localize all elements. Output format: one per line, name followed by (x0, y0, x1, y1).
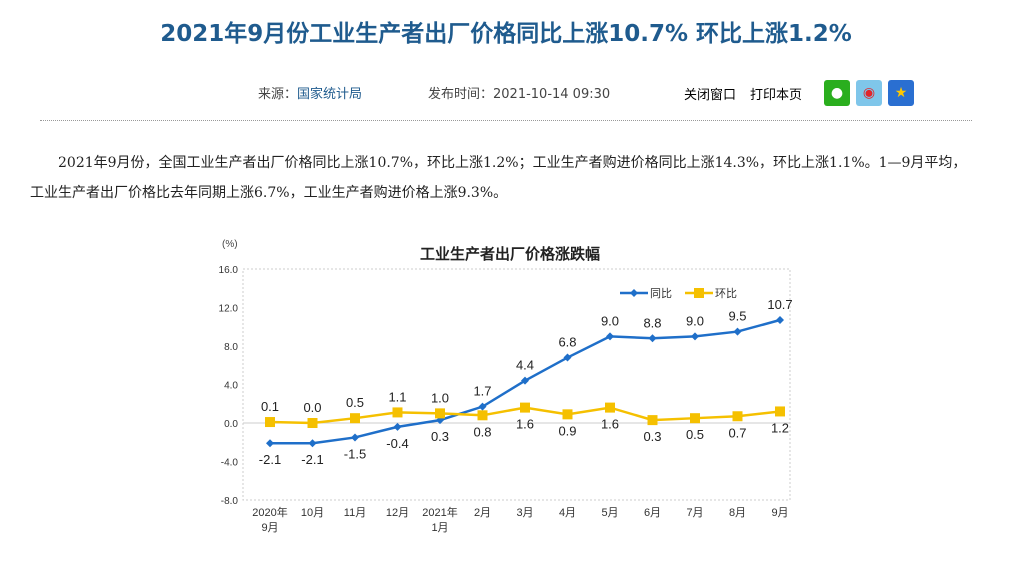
data-point (477, 410, 488, 421)
data-point (520, 402, 530, 413)
data-point (308, 439, 317, 448)
data-point (392, 407, 403, 418)
article-paragraph: 2021年9月份，全国工业生产者出厂价格同比上涨10.7%，环比上涨1.2%；工… (30, 155, 967, 201)
data-point (435, 408, 445, 419)
data-label: 1.0 (431, 390, 449, 405)
legend-marker (694, 288, 704, 298)
x-tick-label: 2020年 (252, 505, 287, 519)
data-label: 0.1 (261, 399, 279, 414)
data-point (563, 353, 572, 362)
data-label: 0.3 (643, 429, 661, 444)
data-point (393, 422, 402, 431)
data-point (776, 316, 784, 325)
data-point (350, 413, 360, 424)
page-title: 2021年9月份工业生产者出厂价格同比上涨10.7% 环比上涨1.2% (160, 21, 852, 47)
y-axis-label: (%) (222, 239, 238, 250)
legend-label: 同比 (650, 287, 672, 300)
legend-label: 环比 (715, 287, 737, 300)
wechat-icon[interactable]: ● (824, 80, 850, 106)
data-label: -1.5 (344, 446, 366, 461)
publish-time: 发布时间：2021-10-14 09:30 (428, 87, 611, 102)
data-label: 10.7 (767, 297, 792, 312)
data-label: 0.7 (728, 425, 746, 440)
data-label: -0.4 (386, 436, 408, 451)
x-tick-label: 3月 (516, 507, 533, 519)
x-tick-label: 2021年 (422, 505, 457, 519)
data-point (436, 416, 444, 425)
data-label: -2.1 (301, 452, 323, 467)
data-point (690, 413, 700, 424)
x-tick-label: 4月 (559, 507, 576, 519)
data-label: 8.8 (643, 315, 661, 330)
data-label: 1.6 (516, 417, 534, 432)
x-tick-label: 11月 (344, 507, 366, 519)
close-window-link[interactable]: 关闭窗口 (684, 88, 737, 103)
x-tick-label: 7月 (686, 507, 703, 519)
source-label: 来源： (258, 87, 298, 102)
y-tick-label: 12.0 (219, 304, 239, 315)
source-value: 国家统计局 (297, 87, 363, 102)
y-tick-label: 0.0 (224, 419, 238, 430)
data-point (647, 415, 658, 426)
data-label: 1.2 (771, 420, 789, 435)
data-point (605, 402, 615, 413)
divider (40, 120, 972, 121)
data-point (265, 417, 275, 428)
legend-marker (630, 289, 638, 297)
data-point (733, 327, 742, 336)
data-label: 6.8 (558, 335, 576, 350)
chart-title: 工业生产者出厂价格涨跌幅 (420, 245, 600, 263)
data-label: 0.9 (558, 423, 576, 438)
x-tick-label: 9月 (261, 522, 278, 534)
data-label: 4.4 (516, 358, 534, 373)
data-label: 1.1 (388, 389, 406, 404)
data-label: 0.3 (431, 429, 449, 444)
y-tick-label: 8.0 (224, 342, 238, 353)
data-label: 9.0 (601, 313, 619, 328)
data-label: 0.0 (303, 400, 321, 415)
plot-area (242, 268, 791, 501)
y-tick-label: -4.0 (221, 458, 239, 469)
x-tick-label: 8月 (729, 507, 746, 519)
data-label: 0.5 (686, 427, 704, 442)
x-tick-label: 9月 (771, 507, 788, 519)
weibo-icon[interactable]: ◉ (856, 80, 882, 106)
x-tick-label: 12月 (386, 507, 409, 519)
y-tick-label: -8.0 (221, 496, 239, 507)
data-label: -2.1 (259, 452, 281, 467)
data-point (606, 332, 614, 341)
data-point (351, 433, 359, 442)
data-label: 0.8 (473, 424, 491, 439)
data-point (732, 411, 743, 422)
chart: (%) 工业生产者出厂价格涨跌幅 16.0 12.0 8.0 4.0 0.0 -4.0 -8.0… (219, 239, 793, 534)
data-label: 0.5 (346, 395, 364, 410)
x-tick-label: 2月 (474, 507, 491, 519)
x-tick-label: 10月 (301, 507, 324, 519)
data-point (775, 406, 785, 417)
data-point (478, 402, 487, 411)
data-point (266, 439, 274, 448)
data-point (648, 334, 657, 343)
x-tick-label: 5月 (601, 507, 618, 519)
data-label: 1.7 (473, 384, 491, 399)
y-tick-label: 16.0 (219, 265, 239, 276)
data-point (562, 409, 573, 420)
y-tick-label: 4.0 (224, 381, 238, 392)
data-point (307, 418, 318, 428)
x-tick-label: 6月 (644, 507, 661, 519)
data-point (691, 332, 699, 341)
data-label: 9.0 (686, 313, 704, 328)
print-page-link[interactable]: 打印本页 (750, 88, 803, 103)
x-tick-label: 1月 (431, 522, 448, 534)
data-label: 9.5 (728, 309, 746, 324)
qzone-icon[interactable]: ★ (888, 80, 914, 106)
source: 来源：国家统计局 (258, 83, 362, 102)
data-label: 1.6 (601, 417, 619, 432)
data-point (521, 376, 529, 385)
